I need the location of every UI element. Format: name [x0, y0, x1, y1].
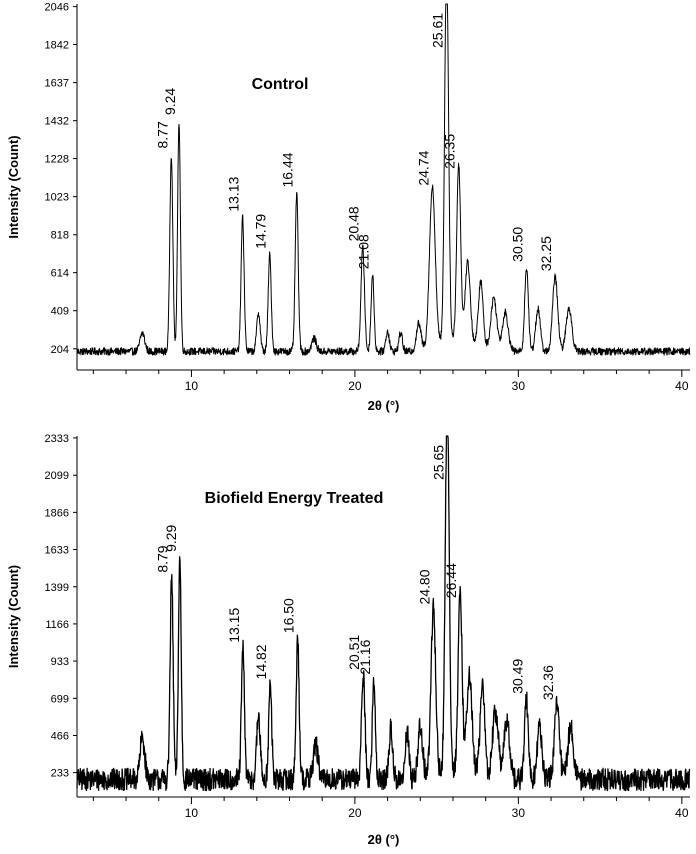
y-axis-title: Intensity (Count): [6, 135, 21, 238]
peak-label: 30.49: [509, 659, 525, 694]
y-tick-label: 1842: [45, 40, 69, 52]
x-tick-label: 10: [185, 379, 199, 393]
peak-label: 25.65: [430, 445, 446, 480]
y-tick-label: 1228: [45, 154, 69, 166]
peak-label: 24.74: [415, 150, 431, 185]
panel-title: Biofield Energy Treated: [205, 490, 384, 507]
y-tick-label: 1399: [45, 582, 69, 594]
y-tick-label: 1866: [45, 507, 69, 519]
peak-label: 32.36: [540, 665, 556, 700]
peak-label: 26.35: [442, 134, 458, 169]
y-axis-title: Intensity (Count): [6, 565, 21, 668]
y-tick-label: 409: [51, 306, 69, 318]
y-tick-label: 2046: [45, 2, 69, 14]
peak-label: 8.77: [154, 121, 170, 148]
panel-title: Control: [252, 76, 309, 93]
peak-label: 13.15: [226, 608, 242, 643]
peak-label: 16.50: [281, 598, 297, 633]
peak-label: 8.79: [155, 545, 171, 572]
x-tick-label: 20: [348, 806, 362, 820]
peak-label: 26.44: [443, 563, 459, 598]
y-tick-label: 1633: [45, 544, 69, 556]
x-axis-title: 2θ (°): [368, 398, 400, 413]
y-tick-label: 1637: [45, 78, 69, 90]
x-tick-label: 20: [348, 379, 362, 393]
x-tick-label: 40: [675, 379, 689, 393]
peak-label: 14.79: [253, 214, 269, 249]
peak-label: 32.25: [538, 236, 554, 271]
peak-label: 20.51: [346, 635, 362, 670]
y-tick-label: 2099: [45, 470, 69, 482]
x-tick-label: 40: [675, 806, 689, 820]
x-tick-label: 10: [185, 806, 199, 820]
peak-label: 21.08: [356, 234, 372, 269]
y-tick-label: 2333: [45, 433, 69, 445]
y-tick-label: 1023: [45, 192, 69, 204]
peak-label: 20.48: [346, 206, 362, 241]
y-tick-label: 204: [51, 344, 69, 356]
peak-label: 14.82: [253, 644, 269, 679]
peak-label: 21.16: [357, 639, 373, 674]
peak-label: 24.80: [416, 569, 432, 604]
peak-label: 9.29: [163, 524, 179, 551]
diffraction-trace: [76, 435, 691, 792]
peak-label: 9.24: [162, 88, 178, 115]
x-tick-label: 30: [512, 806, 526, 820]
peak-label: 30.50: [510, 227, 526, 262]
y-tick-label: 1166: [45, 619, 69, 631]
peak-label: 13.13: [226, 176, 242, 211]
y-tick-label: 466: [51, 730, 69, 742]
y-tick-label: 699: [51, 693, 69, 705]
xrd-panel-2: 10 20 30 40 233 466 699 933 1166 1399 1633 1866 2099…: [6, 433, 691, 847]
y-tick-label: 1432: [45, 116, 69, 128]
y-tick-label: 818: [51, 230, 69, 242]
y-tick-label: 614: [51, 268, 69, 280]
diffraction-trace: [76, 3, 691, 356]
xrd-panel-1: 10 20 30 40 204 409 614 818 1023 1228 1432 1637 1842…: [6, 2, 691, 413]
y-tick-label: 233: [51, 768, 69, 780]
peak-label: 25.61: [430, 13, 446, 48]
x-tick-label: 30: [512, 379, 526, 393]
y-tick-label: 933: [51, 656, 69, 668]
x-axis-title: 2θ (°): [368, 832, 400, 847]
peak-label: 16.44: [280, 152, 296, 187]
